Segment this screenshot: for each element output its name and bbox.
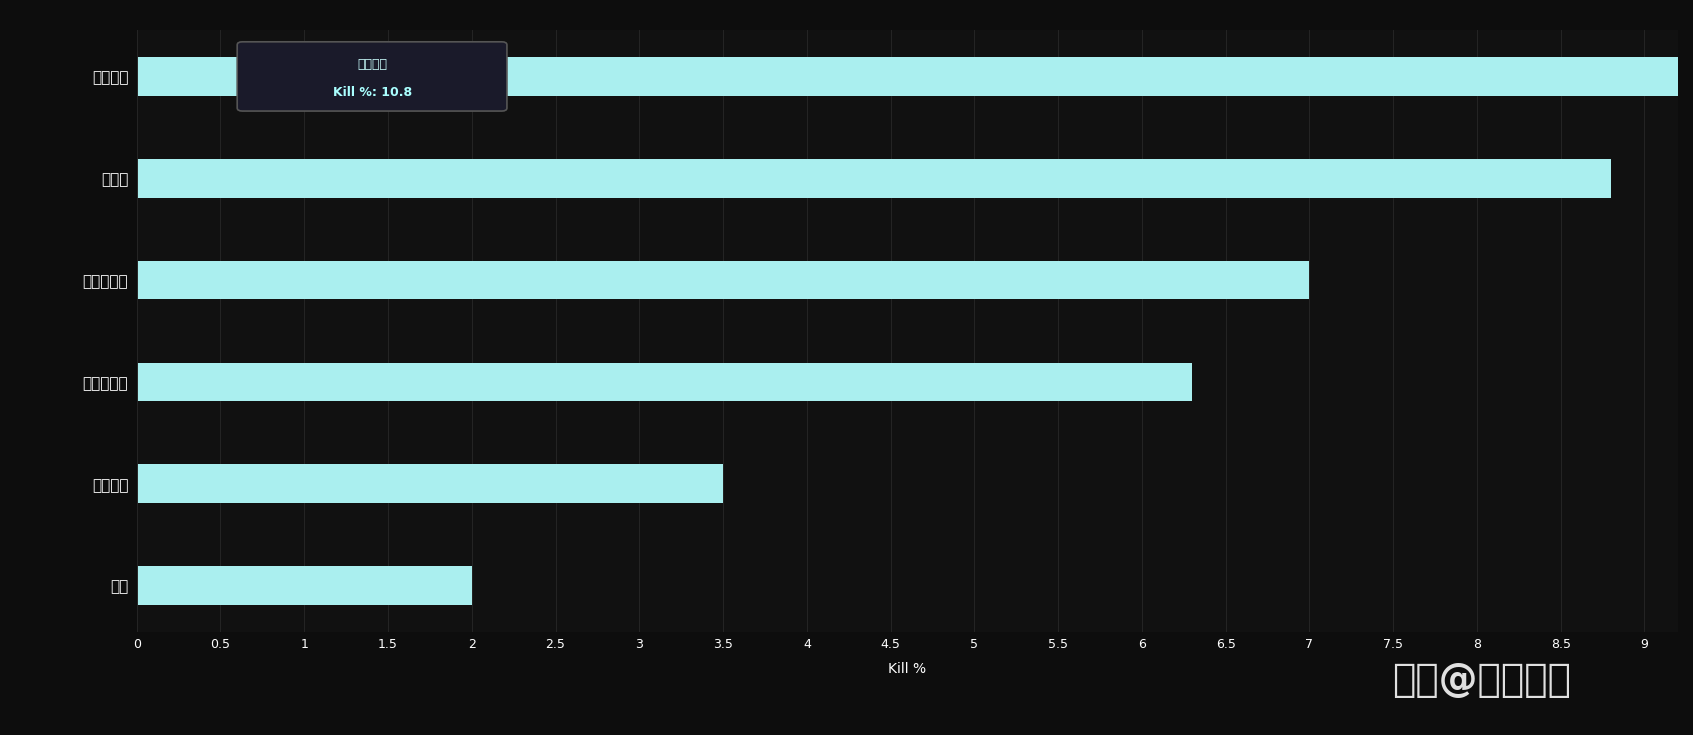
Text: Kill %: 10.8: Kill %: 10.8 bbox=[332, 86, 411, 99]
Bar bbox=[137, 566, 472, 605]
Bar bbox=[137, 261, 1309, 299]
FancyBboxPatch shape bbox=[237, 42, 506, 111]
Bar bbox=[137, 159, 1612, 198]
Text: 卡雷苟斯: 卡雷苟斯 bbox=[357, 58, 388, 71]
Bar bbox=[137, 465, 723, 503]
Bar bbox=[137, 57, 1693, 96]
Text: 头条@微凉秋陬: 头条@微凉秋陬 bbox=[1392, 661, 1571, 699]
Bar bbox=[137, 362, 1192, 401]
X-axis label: Kill %: Kill % bbox=[889, 662, 926, 676]
